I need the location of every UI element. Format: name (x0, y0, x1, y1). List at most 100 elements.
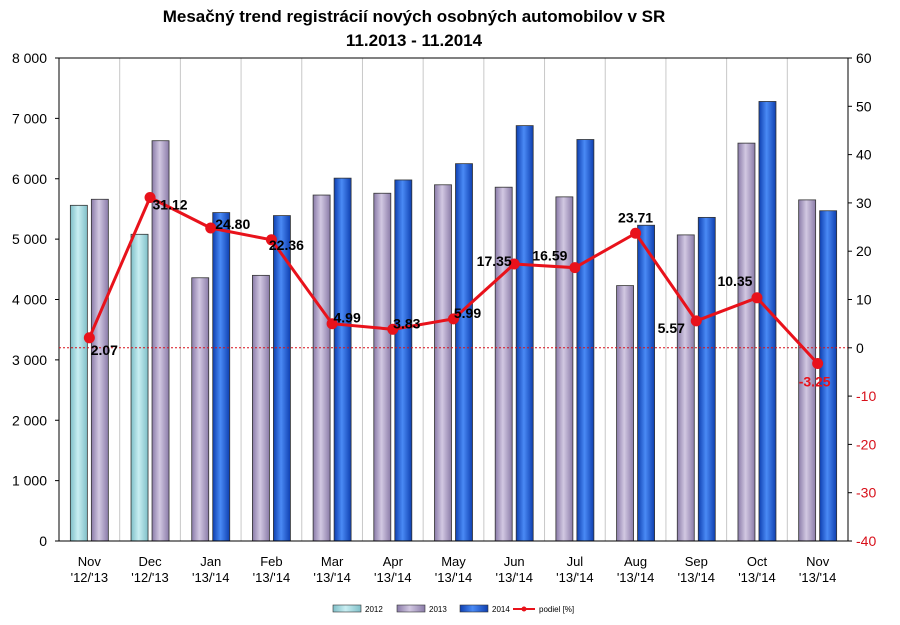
y-left-tick-label: 8 000 (12, 50, 47, 66)
data-label: 23.71 (618, 209, 653, 225)
share-point (265, 234, 277, 246)
chart-title: Mesačný trend registrácií nových osobnýc… (163, 7, 666, 26)
y-left-tick-label: 5 000 (12, 231, 47, 247)
legend-label: 2014 (492, 605, 510, 614)
y-right-tick-label: 30 (856, 195, 872, 211)
x-tick-label-period: '13/'14 (495, 570, 533, 585)
bar-2013 (494, 186, 513, 542)
share-point (387, 323, 399, 335)
legend-swatch (459, 604, 489, 613)
y-right-tick-label: 50 (856, 98, 872, 114)
y-right-tick-label: 60 (856, 50, 872, 66)
bar-2014 (758, 101, 777, 542)
share-point (326, 318, 338, 330)
data-label: 2.07 (91, 342, 118, 358)
data-label: 22.36 (269, 237, 304, 253)
x-tick-label-period: '13/'14 (678, 570, 716, 585)
chart-subtitle: 11.2013 - 11.2014 (346, 31, 483, 50)
legend: 2012 2013 2014 podiel [%] (332, 604, 574, 614)
share-point (751, 292, 763, 304)
y-left-tick-label: 1 000 (12, 473, 47, 489)
y-left-tick-label: 2 000 (12, 412, 47, 428)
share-point (690, 315, 702, 327)
bar-2014 (455, 163, 473, 542)
bar-2013 (737, 142, 756, 542)
bar-2014 (515, 125, 534, 542)
bar-2014 (697, 216, 716, 542)
data-label: 31.12 (153, 196, 188, 212)
bar-2012 (130, 233, 149, 542)
y-right-tick-label: 0 (856, 340, 864, 356)
x-tick-label-period: '12/'13 (131, 570, 169, 585)
x-tick-label-period: '13/'14 (374, 570, 412, 585)
data-label: 24.80 (215, 216, 250, 232)
x-tick-label-period: '13/'14 (192, 570, 230, 585)
bar-2013 (676, 234, 695, 542)
axes: 0 1 000 2 000 3 000 4 000 5 000 6 000 7 000 8 00… (12, 50, 876, 585)
data-label: 5.99 (454, 305, 481, 321)
bar-2014 (394, 179, 413, 542)
y-right-tick-label: 10 (856, 292, 872, 308)
x-tick-label-period: '13/'14 (435, 570, 473, 585)
x-tick-label-month: Sep (685, 554, 708, 569)
y-left-tick-label: 7 000 (12, 110, 47, 126)
bar-2014 (212, 212, 231, 542)
bars (69, 101, 838, 542)
share-point (83, 332, 95, 344)
bar-2012 (69, 204, 88, 542)
y-right-tick-label: 40 (856, 147, 872, 163)
x-tick-label-period: '13/'14 (799, 570, 837, 585)
y-right-tick-label: -20 (856, 436, 876, 452)
x-tick-label-month: Jun (504, 554, 525, 569)
y-left-tick-label: 4 000 (12, 292, 47, 308)
legend-label: 2013 (429, 605, 447, 614)
x-tick-label-period: '13/'14 (738, 570, 776, 585)
bar-2014 (333, 177, 352, 542)
data-label: 3.83 (393, 315, 420, 331)
x-tick-label-month: May (441, 554, 466, 569)
data-label: 16.59 (532, 248, 567, 264)
share-point (812, 357, 824, 369)
y-right-tick-label: -40 (856, 533, 876, 549)
x-tick-label-month: Feb (260, 554, 282, 569)
x-tick-label-month: Dec (138, 554, 162, 569)
x-tick-label-month: Aug (624, 554, 647, 569)
bar-2014 (637, 224, 655, 542)
y-left-tick-label: 0 (39, 533, 47, 549)
share-point (569, 262, 581, 274)
data-label: 17.35 (477, 253, 512, 269)
grid (119, 58, 788, 541)
x-tick-label-period: '13/'14 (617, 570, 655, 585)
share-point (205, 222, 217, 234)
legend-marker (521, 606, 527, 612)
bar-2013 (373, 192, 392, 542)
x-tick-label-month: Oct (747, 554, 768, 569)
bar-2013 (90, 198, 109, 542)
bar-2013 (252, 274, 270, 542)
x-tick-label-period: '13/'14 (253, 570, 291, 585)
x-tick-label-month: Apr (383, 554, 404, 569)
y-right-tick-label: -10 (856, 388, 876, 404)
y-left-tick-label: 3 000 (12, 352, 47, 368)
legend-swatch (396, 604, 426, 613)
share-line (59, 191, 848, 369)
bar-2014 (576, 139, 595, 542)
x-tick-label-month: Nov (806, 554, 830, 569)
bar-2013 (616, 285, 634, 542)
data-labels: 2.07 31.12 24.80 22.36 4.99 3.83 5.99 17.35 16.5… (91, 196, 831, 389)
data-label: -3.25 (799, 373, 831, 389)
legend-swatch (332, 604, 362, 613)
share-point (144, 191, 156, 203)
legend-label: podiel [%] (539, 605, 574, 614)
data-label: 10.35 (717, 273, 752, 289)
share-point (448, 313, 459, 325)
share-point (508, 258, 520, 270)
x-tick-label-month: Mar (321, 554, 344, 569)
x-tick-label-month: Jan (200, 554, 221, 569)
x-tick-label-period: '13/'14 (313, 570, 351, 585)
bar-2013 (312, 194, 331, 542)
bar-2013 (798, 199, 817, 542)
share-point (630, 227, 642, 239)
x-tick-label-month: Jul (567, 554, 584, 569)
